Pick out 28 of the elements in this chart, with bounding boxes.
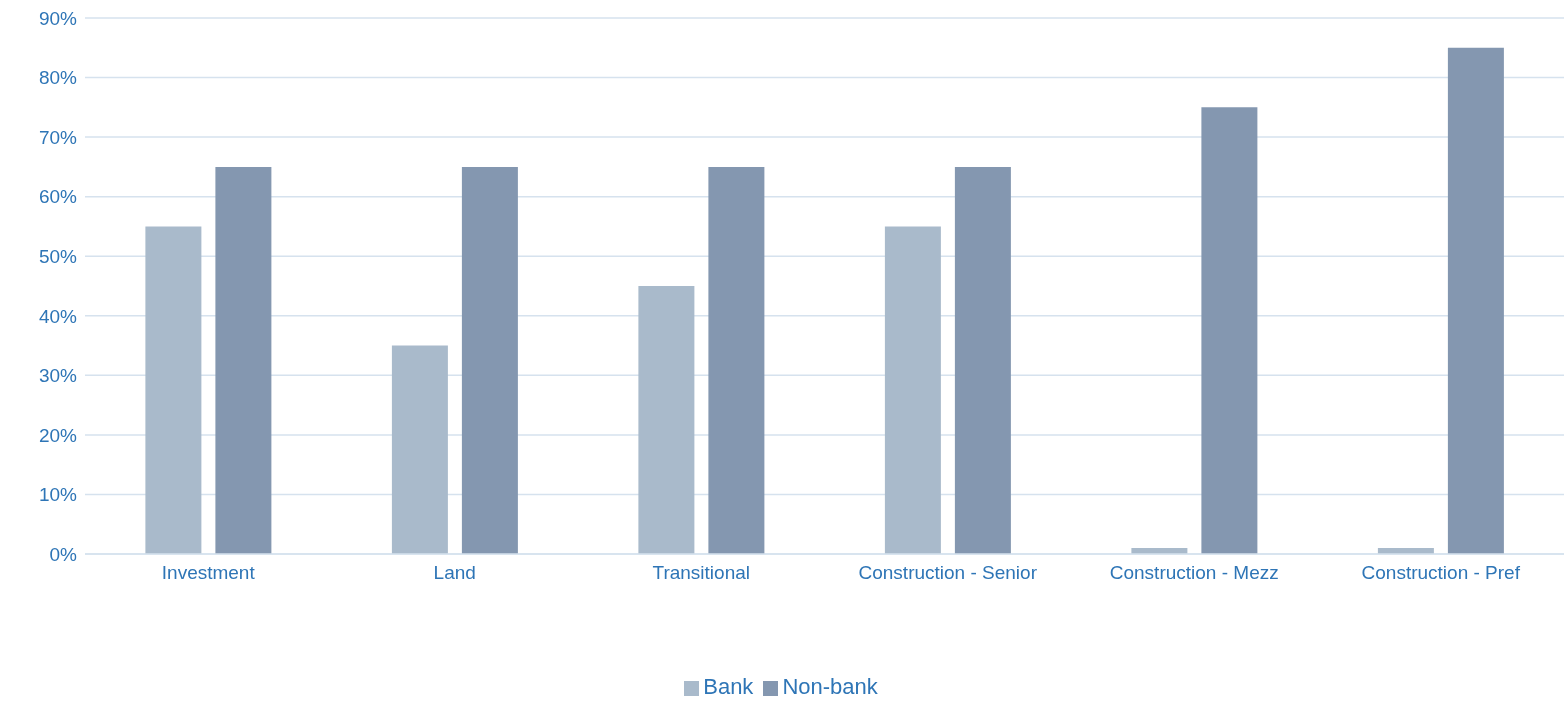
bar <box>215 166 272 554</box>
bar <box>708 166 765 554</box>
x-tick-label: Construction - Senior <box>858 562 1038 584</box>
y-tick-label: 10% <box>38 484 78 506</box>
bar <box>461 166 518 554</box>
x-tick-label: Transitional <box>652 562 751 584</box>
y-tick-label: 60% <box>38 186 78 208</box>
y-tick-label: 90% <box>38 7 78 29</box>
y-tick-label: 40% <box>38 305 78 327</box>
x-tick-label: Land <box>433 562 476 584</box>
bar <box>638 286 695 554</box>
bar <box>954 166 1011 554</box>
bar <box>884 226 941 554</box>
bar <box>145 226 202 554</box>
y-tick-label: 20% <box>38 424 78 446</box>
x-tick-label: Construction - Pref <box>1361 562 1521 584</box>
legend-label: Non-bank <box>782 674 878 699</box>
x-tick-label: Construction - Mezz <box>1109 562 1279 584</box>
bar <box>1201 107 1258 554</box>
bar <box>1447 47 1504 554</box>
bar <box>391 345 448 554</box>
y-tick-label: 70% <box>38 126 78 148</box>
y-tick-label: 0% <box>49 543 78 565</box>
legend-label: Bank <box>703 674 754 699</box>
y-tick-label: 50% <box>38 245 78 267</box>
y-tick-label: 80% <box>38 67 78 89</box>
y-tick-label: 30% <box>38 365 78 387</box>
x-tick-label: Investment <box>161 562 256 584</box>
